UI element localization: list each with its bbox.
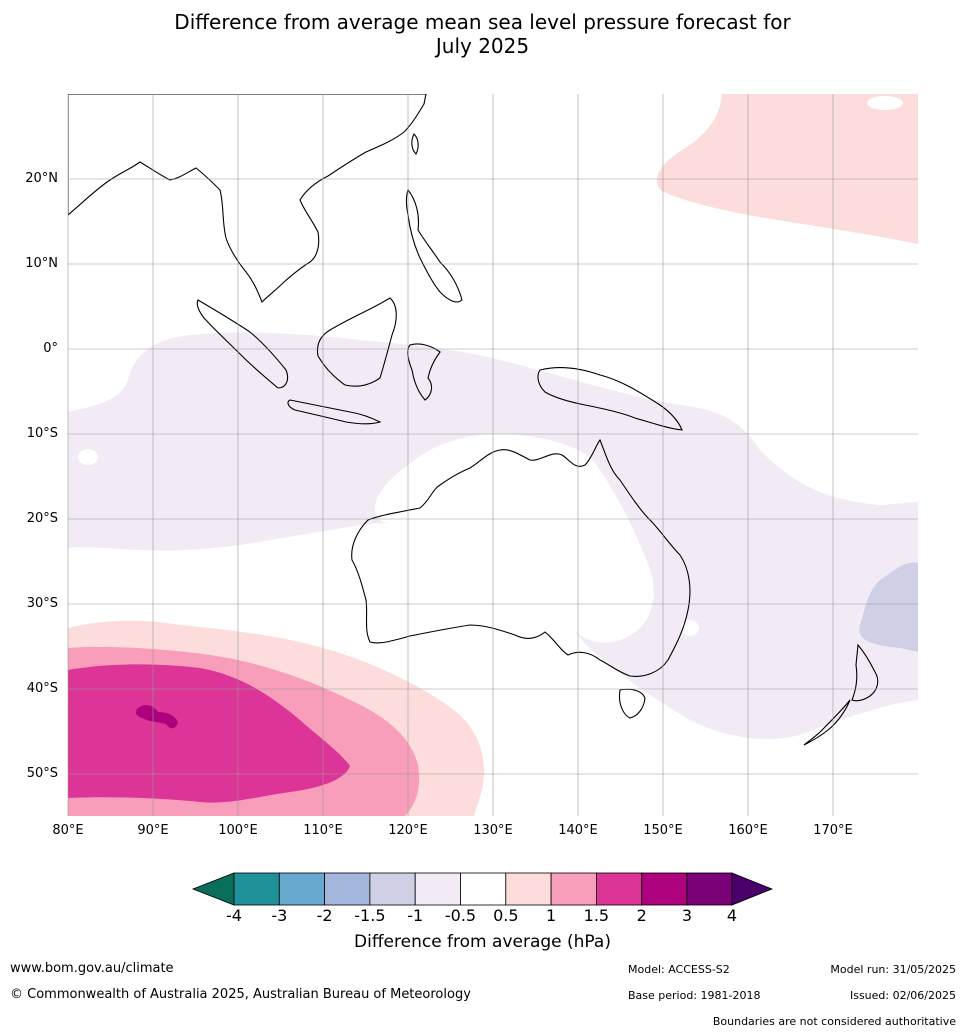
colorbar-tick: -4 [226,906,242,925]
colorbar-tick: 2 [636,906,647,925]
lat-label: 50°S [26,766,58,781]
colorbar-swatch [641,872,688,906]
colorbar-swatch [550,872,597,906]
lon-label: 140°E [558,823,598,838]
lon-label: 110°E [303,823,343,838]
java-coastline [287,399,382,425]
lon-label: 120°E [388,823,428,838]
philippines-coastline [405,188,463,303]
new-zealand-south [803,699,851,746]
australia-coastline [351,438,691,677]
coastlines [68,94,879,746]
colorbar-swatch [414,872,461,906]
contour-zero-australia [374,433,654,643]
colorbar [191,872,774,906]
contour-zero-small-2 [681,620,699,636]
graticule [67,94,918,816]
colorbar-tick: -1 [407,906,424,925]
lat-label: 10°N [25,256,58,271]
colorbar-tick: 4 [726,906,738,925]
lat-label: 0° [43,341,58,356]
colorbar-tick: 1 [546,906,557,925]
title-line-1: Difference from average mean sea level p… [174,10,791,34]
colorbar-swatch [505,872,552,906]
boundary-disclaimer: Boundaries are not considered authoritat… [712,1015,956,1028]
contour-zero-small [78,449,98,465]
colorbar-high-arrow [731,872,774,906]
lon-label: 80°E [52,823,84,838]
colorbar-swatch [369,872,416,906]
colorbar-title: Difference from average (hPa) [354,932,611,952]
asia-mainland-coastline [68,94,427,303]
lon-label: 90°E [137,823,169,838]
colorbar-swatch [686,872,733,906]
contour-pos-4 [135,705,178,729]
contour-pos-pacific [656,94,918,244]
sumatra-coastline [196,299,289,389]
issued-date: Issued: 02/06/2025 [849,989,956,1002]
colorbar-tick: 1.5 [583,906,610,925]
map-title: Difference from average mean sea level p… [0,10,965,58]
contour-neg-nz [859,562,918,652]
lat-label: 20°S [26,511,58,526]
title-line-2: July 2025 [435,34,530,58]
colorbar-low-arrow [191,872,235,906]
taiwan-coastline [411,133,419,155]
base-period: Base period: 1981-2018 [628,989,761,1002]
model-run-date: Model run: 31/05/2025 [830,963,956,976]
lon-label: 150°E [643,823,683,838]
new-guinea-coastline [537,366,683,431]
lat-label: 20°N [25,171,58,186]
colorbar-swatch [460,872,507,906]
lat-label: 10°S [26,426,58,441]
lon-label: 100°E [218,823,258,838]
colorbar-tick: 3 [681,906,693,925]
borneo-coastline [316,297,397,387]
colorbar-tick: -0.5 [444,906,477,925]
lon-label: 160°E [728,823,768,838]
lat-label: 40°S [26,681,58,696]
colorbar-tick: -2 [316,906,333,925]
new-zealand-north [851,643,879,702]
colorbar-swatch [233,872,280,906]
colorbar-swatch [324,872,371,906]
colorbar-swatch [278,872,325,906]
lon-label: 130°E [473,823,513,838]
colorbar-tick: -3 [271,906,288,925]
contour-zero-pacific [867,96,903,110]
colorbar-tick: 0.5 [493,906,519,925]
model-name: Model: ACCESS-S2 [628,963,730,976]
copyright-notice: © Commonwealth of Australia 2025, Austra… [10,987,471,1002]
lon-label: 170°E [813,823,853,838]
sulawesi-coastline [407,343,441,401]
website-link[interactable]: www.bom.gov.au/climate [10,961,174,976]
colorbar-swatch [596,872,643,906]
tasmania-coastline [618,688,646,719]
contour-pos-3 [68,664,350,803]
colorbar-tick: -1.5 [354,906,386,925]
lat-label: 30°S [26,596,58,611]
